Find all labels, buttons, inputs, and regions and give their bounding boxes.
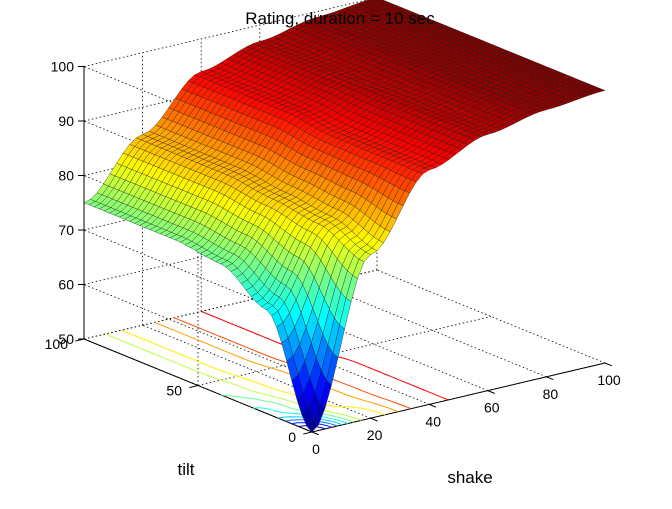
x-tick-mark bbox=[604, 362, 613, 367]
z-tick-label: 80 bbox=[58, 168, 74, 184]
x-tick-mark bbox=[487, 390, 495, 394]
surface-patch bbox=[306, 419, 319, 433]
contour-line bbox=[220, 394, 355, 423]
x-tick-mark bbox=[546, 376, 554, 381]
y-tick-mark bbox=[189, 385, 199, 389]
y-tick-label: 0 bbox=[288, 429, 296, 445]
x-tick-mark bbox=[370, 417, 378, 422]
x-tick-label: 0 bbox=[312, 441, 320, 457]
x-tick-label: 60 bbox=[484, 400, 500, 416]
z-tick-label: 50 bbox=[58, 331, 74, 347]
x-tick-label: 100 bbox=[597, 372, 621, 388]
chart-title: Rating, duration = 10 sec bbox=[245, 9, 435, 28]
x-tick-label: 80 bbox=[543, 386, 559, 402]
x-tick-mark bbox=[311, 431, 320, 436]
y-tick-label: 50 bbox=[166, 383, 182, 399]
grid-line bbox=[318, 283, 547, 378]
grid-line bbox=[142, 324, 371, 419]
y-tick-label: 100 bbox=[45, 336, 69, 352]
z-tick-label: 60 bbox=[58, 277, 74, 293]
grid-line bbox=[376, 269, 606, 364]
contour-lines bbox=[105, 310, 449, 430]
z-tick-label: 70 bbox=[58, 222, 74, 238]
z-tick-label: 90 bbox=[58, 113, 74, 129]
x-axis-label: shake bbox=[447, 468, 492, 487]
y-tick-mark bbox=[303, 431, 313, 435]
z-tick-label: 100 bbox=[51, 59, 75, 75]
x-tick-mark bbox=[429, 403, 437, 408]
x-tick-label: 40 bbox=[425, 413, 441, 429]
grid-line bbox=[83, 284, 313, 378]
surface-mesh bbox=[83, 0, 606, 433]
y-axis-label: tilt bbox=[178, 460, 195, 479]
x-tick-label: 20 bbox=[367, 427, 383, 443]
